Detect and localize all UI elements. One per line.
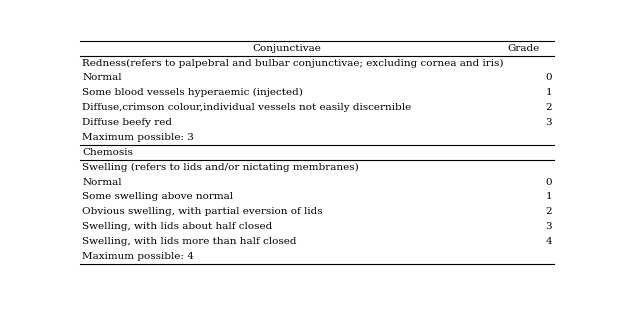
- Text: 1: 1: [546, 193, 552, 201]
- Text: 0: 0: [546, 178, 552, 187]
- Text: Maximum possible: 3: Maximum possible: 3: [82, 133, 194, 142]
- Text: 0: 0: [546, 73, 552, 83]
- Text: 2: 2: [546, 207, 552, 216]
- Text: Diffuse,crimson colour,individual vessels not easily discernible: Diffuse,crimson colour,individual vessel…: [82, 103, 412, 112]
- Text: Maximum possible: 4: Maximum possible: 4: [82, 252, 194, 261]
- Text: Normal: Normal: [82, 73, 122, 83]
- Text: Some blood vessels hyperaemic (injected): Some blood vessels hyperaemic (injected): [82, 88, 303, 97]
- Text: 3: 3: [546, 118, 552, 127]
- Text: Swelling, with lids about half closed: Swelling, with lids about half closed: [82, 222, 273, 231]
- Text: Chemosis: Chemosis: [82, 148, 133, 157]
- Text: Conjunctivae: Conjunctivae: [252, 44, 321, 53]
- Text: 1: 1: [546, 88, 552, 97]
- Text: 2: 2: [546, 103, 552, 112]
- Text: Grade: Grade: [508, 44, 540, 53]
- Text: 3: 3: [546, 222, 552, 231]
- Text: Obvious swelling, with partial eversion of lids: Obvious swelling, with partial eversion …: [82, 207, 323, 216]
- Text: Some swelling above normal: Some swelling above normal: [82, 193, 233, 201]
- Text: Swelling, with lids more than half closed: Swelling, with lids more than half close…: [82, 237, 297, 246]
- Text: Redness(refers to palpebral and bulbar conjunctivae; excluding cornea and iris): Redness(refers to palpebral and bulbar c…: [82, 58, 504, 68]
- Text: Swelling (refers to lids and/or nictating membranes): Swelling (refers to lids and/or nictatin…: [82, 163, 359, 172]
- Text: 4: 4: [546, 237, 552, 246]
- Text: Diffuse beefy red: Diffuse beefy red: [82, 118, 172, 127]
- Text: Normal: Normal: [82, 178, 122, 187]
